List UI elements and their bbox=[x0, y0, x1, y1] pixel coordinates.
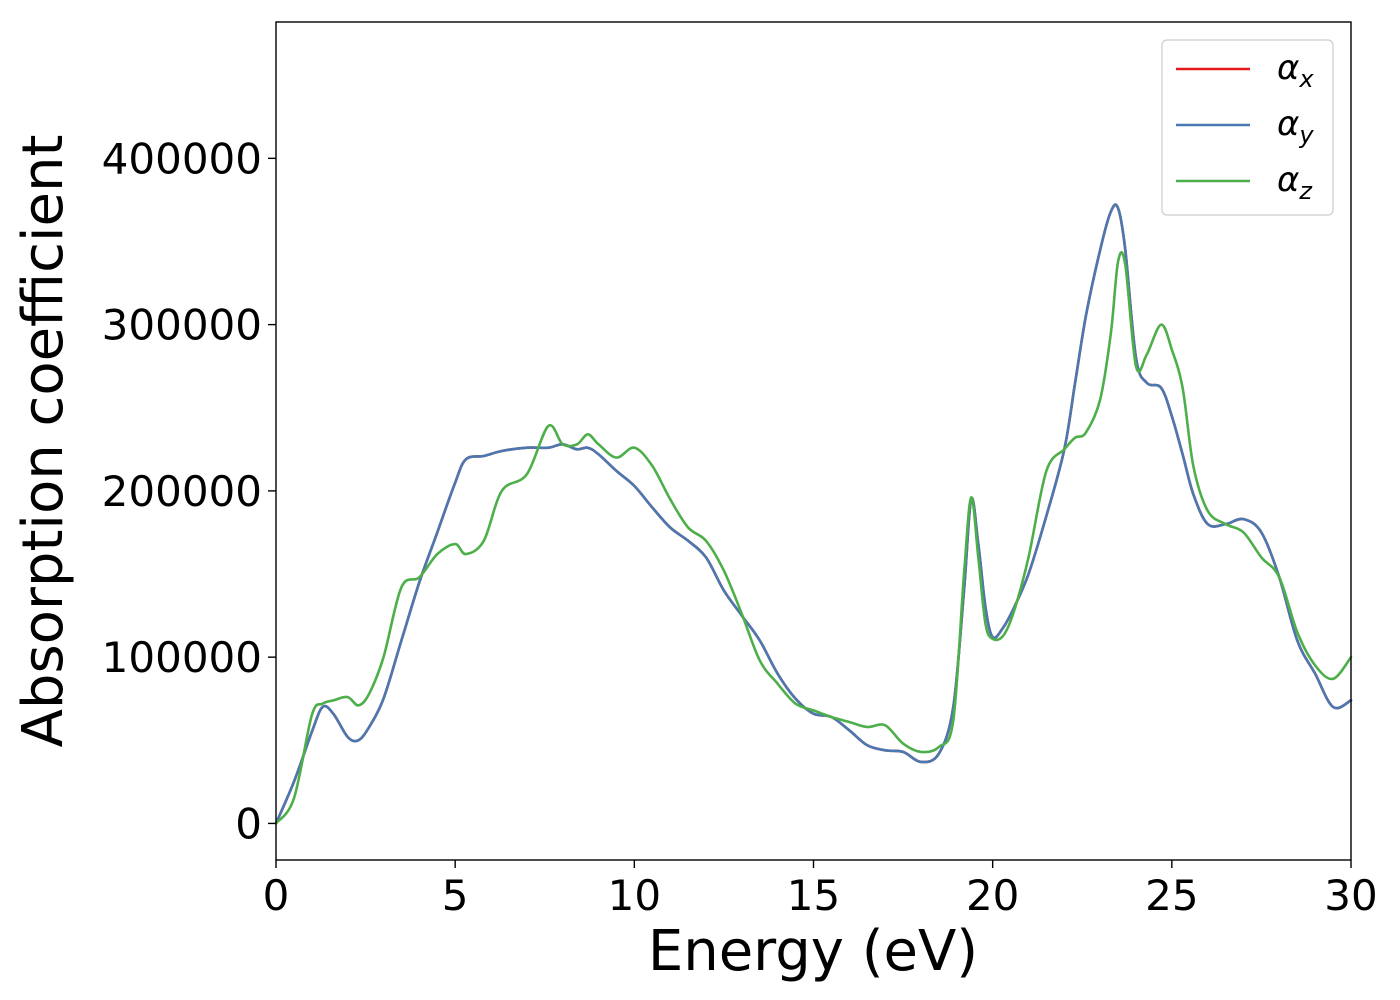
series-line-alpha-y bbox=[274, 203, 1353, 825]
x-tick-label: 20 bbox=[966, 871, 1019, 920]
x-tick-label: 0 bbox=[263, 871, 290, 920]
y-tick-label: 200000 bbox=[102, 467, 262, 516]
y-tick-label: 100000 bbox=[102, 633, 262, 682]
y-tick-label: 0 bbox=[235, 799, 262, 848]
x-tick-label: 15 bbox=[787, 871, 840, 920]
series-line-alpha-z bbox=[274, 250, 1353, 825]
x-axis-ticks: 0 5 10 15 20 25 30 bbox=[263, 860, 1378, 920]
x-tick-label: 25 bbox=[1145, 871, 1198, 920]
legend-label-alpha-y: αy bbox=[1277, 104, 1314, 149]
x-tick-label: 10 bbox=[608, 871, 661, 920]
y-tick-label: 300000 bbox=[102, 301, 262, 350]
y-axis-label: Absorption coefficient bbox=[11, 135, 76, 748]
legend-box bbox=[1161, 39, 1334, 216]
y-axis-ticks: 0 100000 200000 300000 400000 bbox=[102, 134, 276, 848]
y-tick-label: 400000 bbox=[102, 134, 262, 183]
x-axis-label: Energy (eV) bbox=[648, 919, 978, 984]
series-layer bbox=[274, 203, 1353, 825]
legend-label-alpha-x: αx bbox=[1277, 48, 1314, 93]
x-tick-label: 5 bbox=[442, 871, 469, 920]
x-tick-label: 30 bbox=[1324, 871, 1377, 920]
